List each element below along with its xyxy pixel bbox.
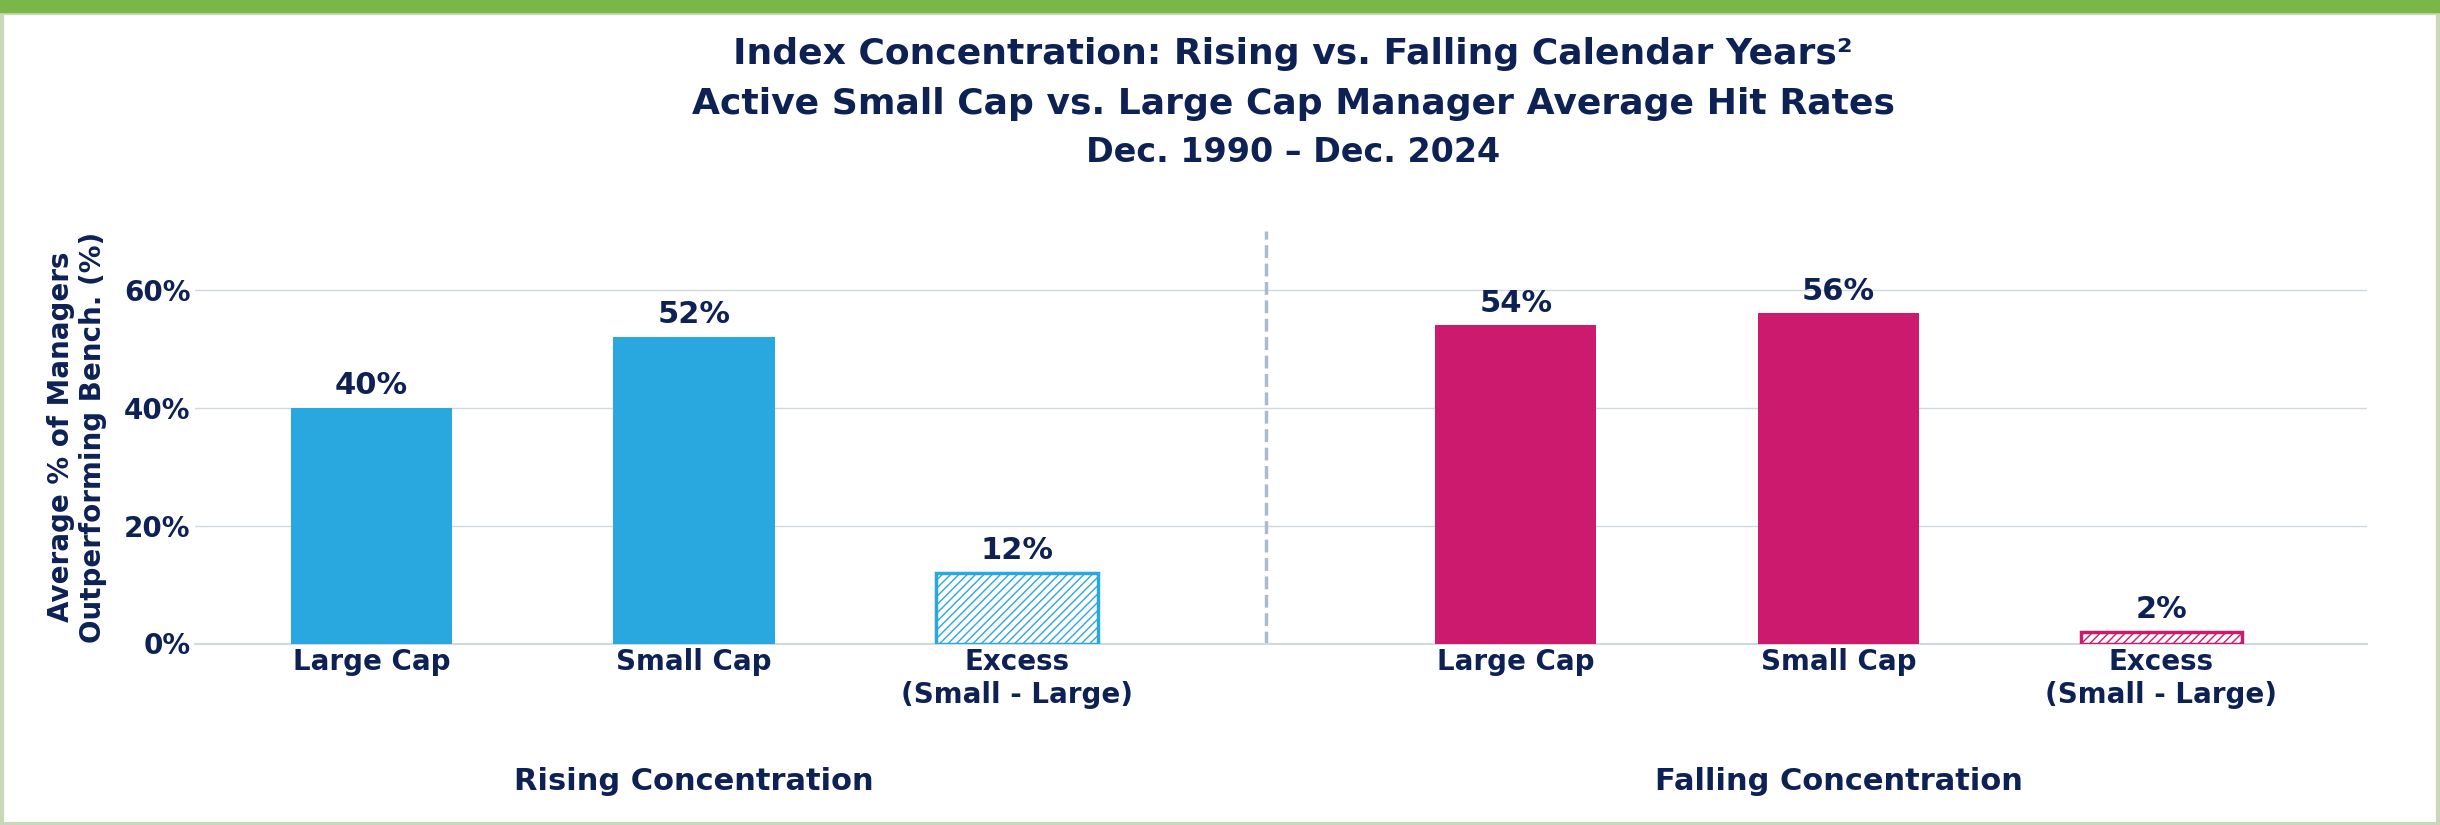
Text: 54%: 54%: [1479, 289, 1552, 318]
Text: 40%: 40%: [334, 371, 407, 400]
Y-axis label: Average % of Managers
Outperforming Bench. (%): Average % of Managers Outperforming Benc…: [46, 232, 107, 643]
Bar: [1757, 314, 1920, 644]
Text: Index Concentration: Rising vs. Falling Calendar Years²: Index Concentration: Rising vs. Falling …: [734, 37, 1852, 71]
Text: Active Small Cap vs. Large Cap Manager Average Hit Rates: Active Small Cap vs. Large Cap Manager A…: [691, 87, 1896, 120]
Bar: [2081, 632, 2242, 644]
Text: 2%: 2%: [2135, 595, 2186, 624]
Text: Rising Concentration: Rising Concentration: [515, 767, 874, 796]
Text: 12%: 12%: [981, 536, 1054, 565]
Bar: [612, 337, 776, 644]
Bar: [937, 573, 1098, 644]
Text: 56%: 56%: [1803, 277, 1874, 306]
Text: Dec. 1990 – Dec. 2024: Dec. 1990 – Dec. 2024: [1086, 136, 1501, 169]
Text: 52%: 52%: [659, 300, 730, 329]
Text: Falling Concentration: Falling Concentration: [1654, 767, 2023, 796]
Bar: [1435, 325, 1596, 644]
Bar: [290, 408, 451, 644]
